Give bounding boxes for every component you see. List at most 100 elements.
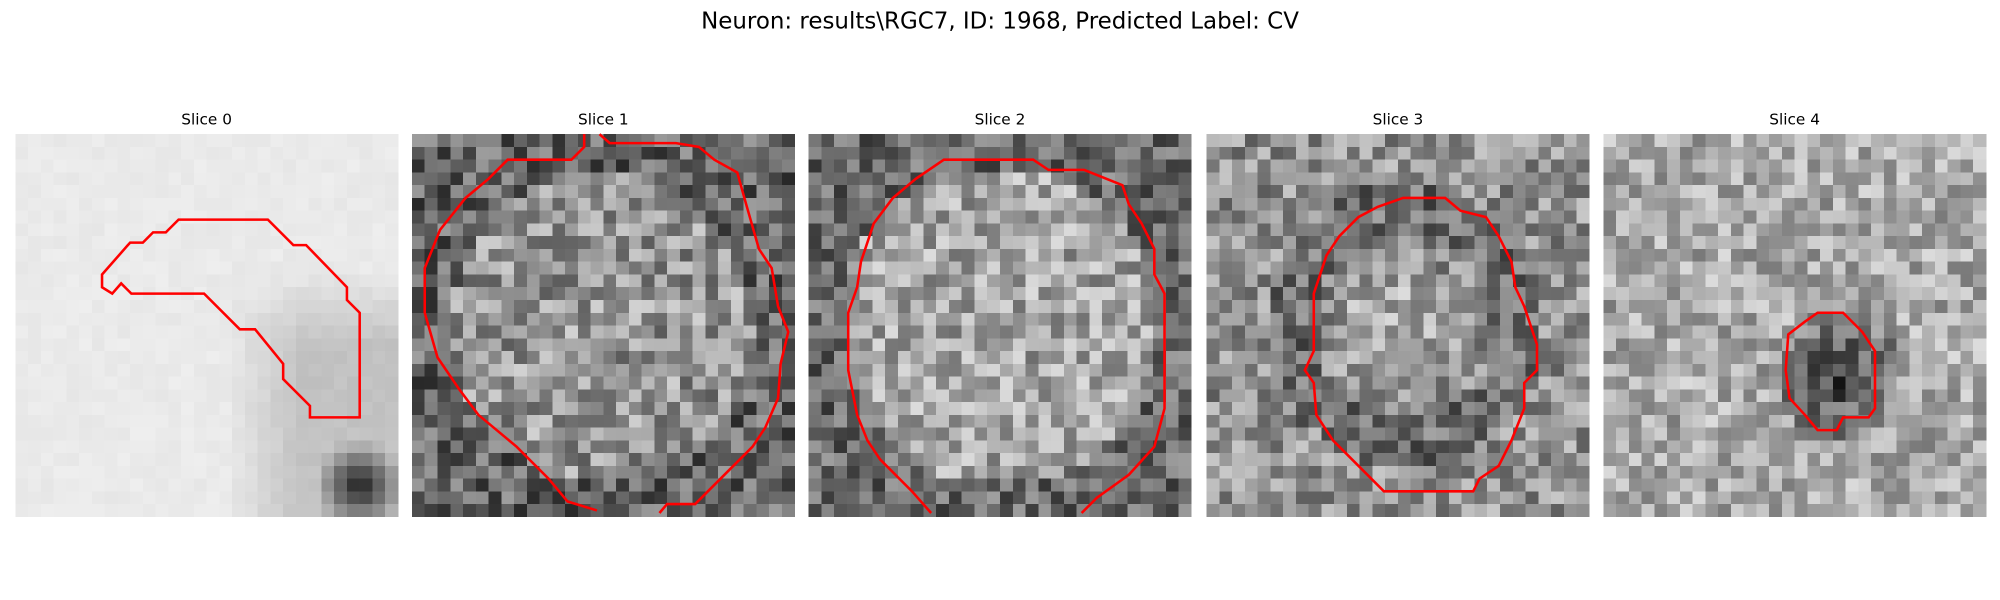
pixel	[1127, 261, 1141, 275]
pixel	[257, 338, 271, 352]
pixel	[346, 210, 361, 224]
pixel	[1283, 338, 1297, 352]
pixel	[1474, 134, 1488, 148]
pixel	[193, 300, 208, 314]
pixel	[1512, 363, 1526, 377]
pixel	[219, 172, 233, 186]
pixel	[654, 414, 668, 428]
pixel	[756, 402, 770, 416]
pixel	[1206, 427, 1220, 441]
pixel	[1603, 134, 1617, 148]
pixel	[897, 427, 912, 441]
pixel	[1127, 414, 1141, 428]
pixel	[424, 491, 438, 505]
pixel	[104, 223, 118, 237]
pixel	[1820, 274, 1834, 288]
pixel	[1667, 159, 1681, 173]
pixel	[1127, 440, 1141, 454]
pixel	[514, 248, 528, 263]
pixel	[463, 159, 477, 173]
pixel	[475, 351, 489, 365]
pixel	[961, 146, 975, 161]
pixel	[1012, 440, 1026, 454]
pixel	[1512, 134, 1526, 148]
pixel	[743, 402, 757, 416]
pixel	[1244, 402, 1259, 416]
pixel	[923, 185, 937, 199]
pixel	[1153, 453, 1167, 467]
pixel	[1448, 363, 1463, 377]
pixel	[1563, 504, 1577, 518]
pixel	[577, 427, 591, 441]
pixel	[1896, 236, 1910, 250]
pixel	[1858, 465, 1872, 479]
pixel	[1909, 312, 1923, 326]
pixel	[334, 248, 348, 263]
pixel	[1153, 504, 1167, 518]
pixel	[1474, 453, 1488, 467]
pixel	[79, 287, 93, 301]
pixel	[1883, 363, 1898, 377]
pixel	[1563, 427, 1577, 441]
pixel	[193, 504, 208, 518]
pixel	[1512, 351, 1526, 365]
pixel	[1178, 427, 1192, 441]
pixel	[1500, 363, 1514, 377]
pixel	[948, 236, 963, 250]
pixel	[1270, 210, 1284, 224]
pixel	[1153, 261, 1167, 275]
pixel	[257, 287, 271, 301]
pixel	[1051, 414, 1065, 428]
pixel	[1922, 440, 1936, 454]
pixel	[1436, 376, 1450, 390]
pixel	[91, 351, 105, 365]
pixel	[1025, 248, 1039, 263]
pixel	[1232, 287, 1246, 301]
pixel	[1781, 274, 1796, 288]
pixel	[1730, 210, 1745, 224]
pixel	[385, 440, 399, 454]
pixel	[1512, 159, 1526, 173]
pixel	[1076, 287, 1090, 301]
pixel	[130, 172, 144, 186]
pixel	[1000, 351, 1014, 365]
pixel	[1089, 248, 1103, 263]
pixel	[730, 134, 745, 148]
pixel	[705, 351, 719, 365]
pixel	[1832, 312, 1847, 326]
pixel	[53, 351, 67, 365]
pixel	[1140, 389, 1154, 403]
pixel	[1922, 414, 1936, 428]
pixel	[1076, 261, 1090, 275]
pixel	[1641, 134, 1655, 148]
pixel	[679, 389, 693, 403]
pixel	[539, 478, 553, 492]
pixel	[411, 312, 426, 326]
pixel	[1538, 491, 1552, 505]
pixel	[359, 338, 373, 352]
pixel	[1500, 338, 1514, 352]
pixel	[181, 274, 195, 288]
pixel	[1616, 351, 1630, 365]
pixel	[1063, 248, 1077, 263]
pixel	[1705, 134, 1719, 148]
pixel	[1487, 261, 1501, 275]
pixel	[1794, 440, 1808, 454]
pixel	[1385, 325, 1399, 339]
pixel	[130, 504, 144, 518]
pixel	[628, 223, 642, 237]
pixel	[1667, 185, 1681, 199]
pixel	[1973, 414, 1987, 428]
pixel	[359, 146, 373, 161]
pixel	[257, 261, 271, 275]
pixel	[1397, 414, 1412, 428]
pixel	[308, 363, 322, 377]
pixel	[79, 146, 93, 161]
pixel	[514, 389, 528, 403]
pixel	[667, 300, 681, 314]
pixel	[1832, 504, 1847, 518]
pixel	[257, 312, 271, 326]
pixel	[552, 376, 566, 390]
pixel	[1500, 325, 1514, 339]
pixel	[372, 465, 386, 479]
